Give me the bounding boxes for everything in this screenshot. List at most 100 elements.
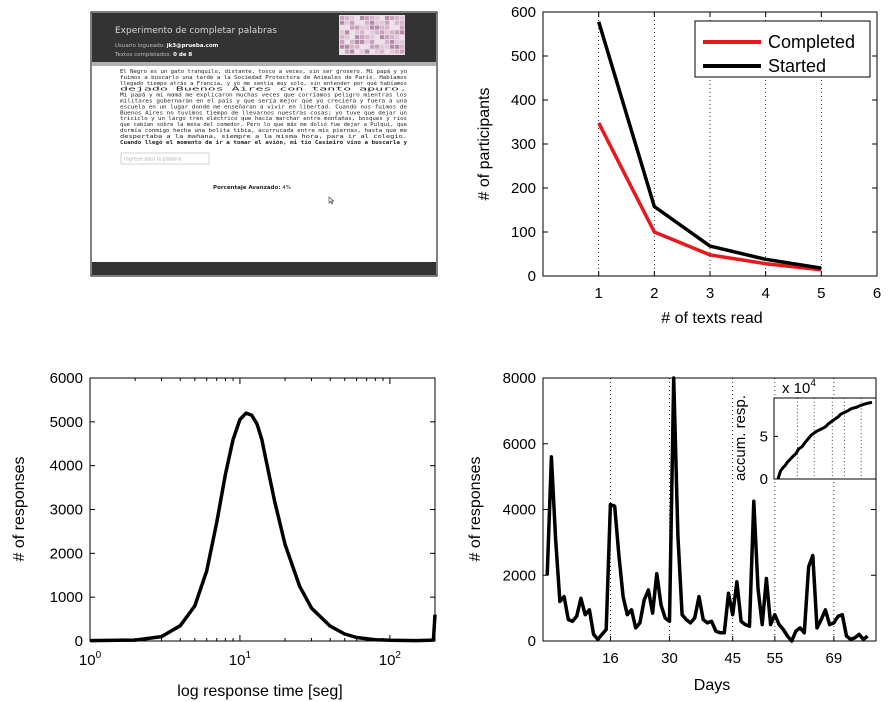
logo-cell	[370, 16, 375, 20]
logo-cell	[395, 20, 400, 25]
response-time-chart: 100 101 102 0 1000 2000 3000 4000 5000 6000 log r…	[11, 370, 437, 700]
logo-cell	[400, 40, 405, 44]
logo-cell	[355, 44, 360, 49]
logo-cell	[385, 49, 390, 54]
logo-cell	[355, 49, 360, 54]
y-tick-label: 5000	[50, 414, 83, 431]
logo-cell	[390, 30, 395, 35]
logo-cell	[400, 35, 405, 40]
logo-cell	[350, 25, 355, 30]
screenshot-title: Experimento de completar palabras	[115, 26, 277, 36]
logo-cell	[340, 25, 345, 30]
logo-cell	[385, 20, 390, 25]
progress-value: 4%	[282, 185, 291, 191]
response-time-series	[89, 411, 437, 643]
logo-cell	[365, 44, 370, 49]
logo-cell	[385, 25, 390, 30]
logo-cell	[365, 30, 370, 35]
logo-cell	[400, 20, 405, 25]
logo-cell	[340, 44, 345, 49]
logo-cell	[365, 16, 370, 20]
logo-cell	[400, 25, 405, 30]
participants-legend: Completed Started	[694, 20, 871, 78]
logo-cell	[340, 20, 345, 25]
x-tick-label: 3	[706, 285, 714, 302]
y-tick-label: 6000	[50, 370, 83, 387]
logo-cell	[400, 30, 405, 35]
logo-cell	[380, 49, 385, 54]
logo-cell	[390, 49, 395, 54]
y-tick-label: 2000	[503, 567, 536, 584]
logo-cell	[350, 16, 355, 20]
logo-cell	[360, 35, 365, 40]
logo-cell	[395, 40, 400, 44]
logo-cell	[380, 35, 385, 40]
x-tick-label: 30	[661, 650, 678, 667]
logo-cell	[345, 44, 350, 49]
logo-cell	[355, 35, 360, 40]
inset-accum-line	[776, 400, 873, 480]
logo-cell	[345, 35, 350, 40]
logo-cell	[395, 16, 400, 20]
x-tick-label: 5	[817, 285, 825, 302]
y-tick-label: 300	[511, 136, 536, 153]
logo-cell	[380, 25, 385, 30]
x-tick-label: 55	[766, 650, 783, 667]
paragraph-line: triciclo y un largo tren eléctrico que h…	[120, 115, 407, 122]
logo-cell	[375, 35, 380, 40]
paragraph-line: El Negro es un gato tranquilo, distante,…	[120, 68, 407, 75]
mouse-cursor-icon	[328, 196, 335, 205]
y-tick-label: 4000	[503, 502, 536, 519]
logo-cell	[360, 44, 365, 49]
y-tick-label: 500	[511, 48, 536, 65]
logo-cell	[385, 16, 390, 20]
paragraph-line: fuimos a buscarlo una tarde a la Socieda…	[120, 74, 407, 81]
logo-cell	[390, 20, 395, 25]
x-tick-label: 6	[873, 285, 881, 302]
logo-cell	[360, 49, 365, 54]
participants-xlabel: # of texts read	[661, 310, 762, 327]
progress-label: Porcentaje Avanzado:	[213, 185, 280, 191]
inset-ylabel: accum. resp.	[732, 395, 749, 481]
logo-cell	[375, 40, 380, 44]
logo-cell	[340, 35, 345, 40]
paragraph-line: Mi papá y mi mamá me explicaron muchas v…	[120, 92, 407, 99]
paragraph-line: Cuando llegó el momento de ir a tomar el…	[120, 139, 407, 146]
logo-cell	[365, 40, 370, 44]
inset-exponent-base: x 10	[782, 380, 810, 397]
legend-label-started: Started	[768, 56, 826, 76]
logo-cell	[395, 44, 400, 49]
logo-cell	[355, 25, 360, 30]
logo-cell	[360, 40, 365, 44]
logo-cell	[350, 40, 355, 44]
logo-cell	[380, 44, 385, 49]
logo-cell	[360, 30, 365, 35]
logo-cell	[355, 20, 360, 25]
logo-cell	[390, 44, 395, 49]
y-tick-label: 1000	[50, 589, 83, 606]
paragraph-line: que cabían sobre la mesa del comedor. Pe…	[120, 121, 407, 128]
logo-cell	[370, 25, 375, 30]
logo-cell	[380, 16, 385, 20]
logo-cell	[365, 25, 370, 30]
logo-cell	[355, 16, 360, 20]
paragraph-line: militares gobernaran en el país y que se…	[120, 98, 407, 105]
logo-cell	[340, 30, 345, 35]
logged-user-line: Usuario logueado: jk3@prueba.com	[115, 43, 219, 49]
y-tick-label: 3000	[50, 502, 83, 519]
logo-cell	[370, 44, 375, 49]
experiment-screenshot: Experimento de completar palabras Usuari…	[90, 11, 438, 277]
header-separator	[92, 62, 436, 66]
participants-ticks: 1 2 3 4 5 6 0 100 200 300 400 500 600	[511, 4, 881, 302]
word-input[interactable]	[120, 152, 210, 165]
institution-logo	[339, 15, 405, 55]
inset-plot-area	[773, 397, 877, 480]
story-paragraph: El Negro es un gato tranquilo, distante,…	[120, 68, 407, 146]
logo-cell	[370, 40, 375, 44]
logo-cell	[345, 30, 350, 35]
logo-cell	[375, 49, 380, 54]
logo-cell	[345, 20, 350, 25]
logo-cell	[370, 35, 375, 40]
progress-line: Porcentaje Avanzado: 4%	[213, 185, 291, 191]
